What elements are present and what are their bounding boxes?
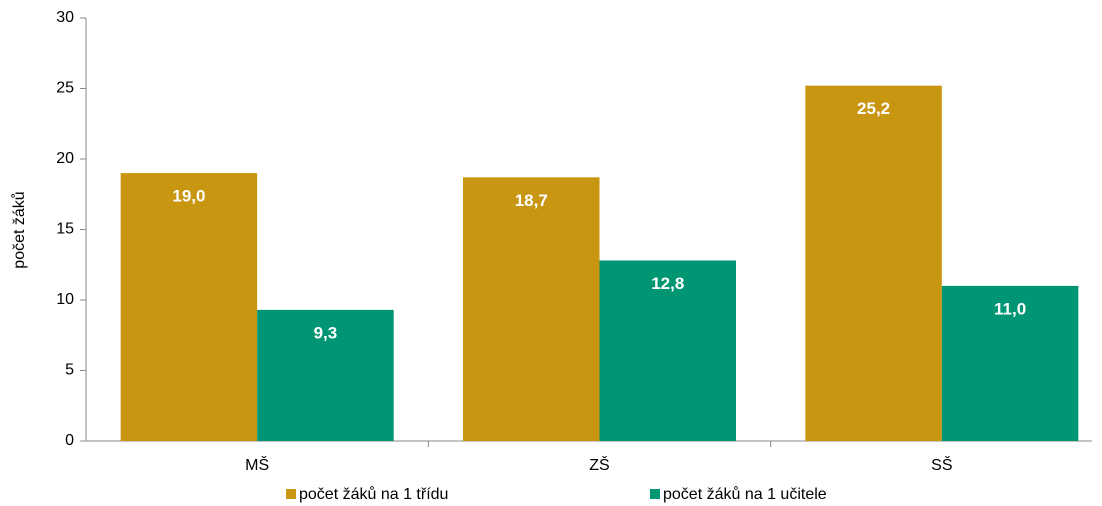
- y-tick-label: 20: [56, 150, 74, 167]
- legend-swatch: [650, 489, 660, 499]
- value-label: 25,2: [857, 99, 890, 118]
- y-tick-label: 30: [56, 9, 74, 26]
- value-label: 12,8: [651, 274, 684, 293]
- value-label: 9,3: [314, 323, 338, 342]
- y-tick-label: 25: [56, 80, 74, 97]
- legend-label: počet žáků na 1 třídu: [299, 485, 448, 503]
- y-axis-label: počet žáků: [10, 191, 28, 268]
- bar: [599, 260, 736, 441]
- bar: [805, 85, 942, 442]
- value-label: 11,0: [994, 299, 1026, 318]
- bar: [257, 309, 394, 441]
- y-tick-label: 5: [65, 362, 74, 379]
- x-tick-label: SŠ: [931, 455, 952, 474]
- legend-swatch: [286, 489, 296, 499]
- bar: [463, 177, 600, 441]
- bar: [941, 285, 1079, 441]
- value-label: 19,0: [172, 187, 205, 206]
- x-tick-label: ZŠ: [589, 455, 609, 474]
- y-tick-label: 0: [65, 432, 74, 449]
- y-tick-label: 15: [56, 221, 74, 238]
- legend-label: počet žáků na 1 učitele: [663, 485, 827, 503]
- value-label: 18,7: [515, 191, 548, 210]
- x-tick-label: MŠ: [245, 455, 269, 474]
- y-tick-label: 10: [56, 291, 74, 308]
- bar: [120, 173, 258, 441]
